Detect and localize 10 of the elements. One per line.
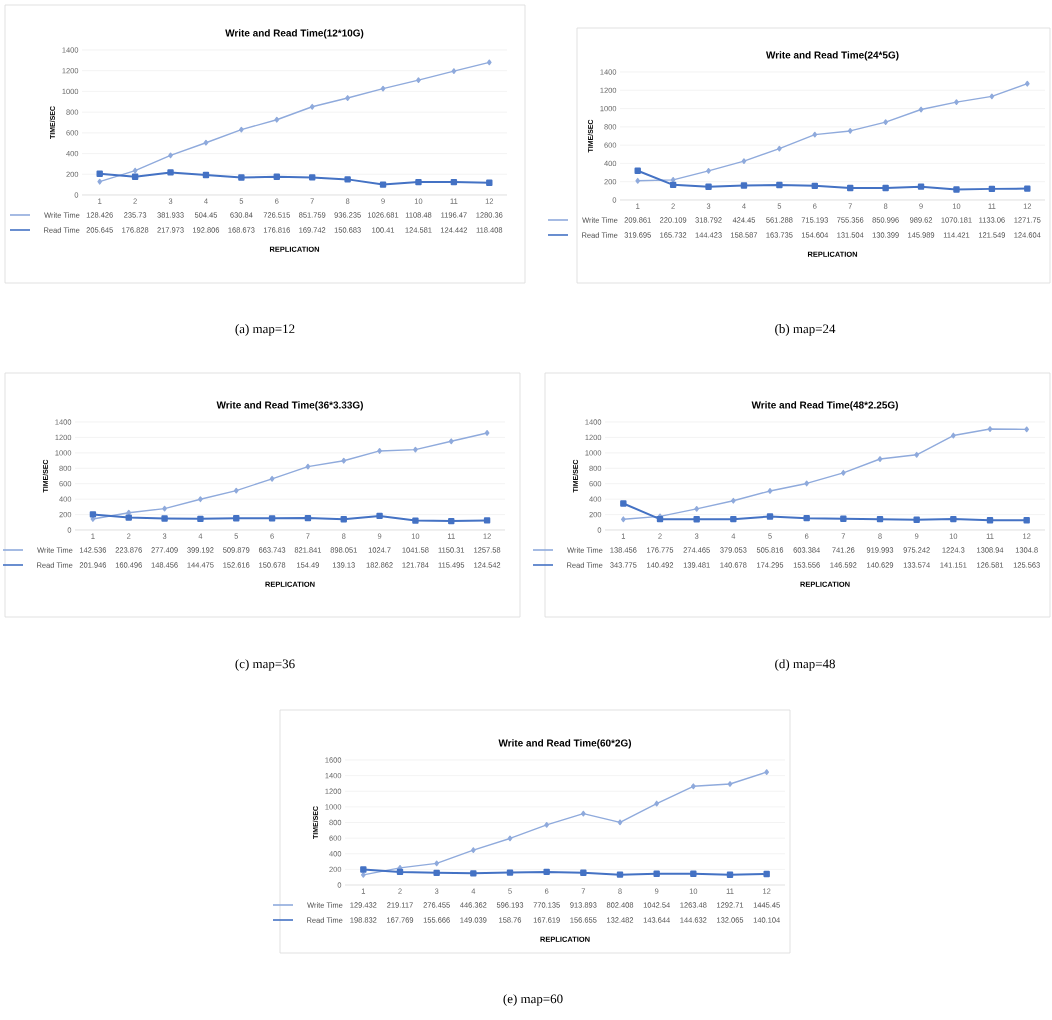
- text: (e) map=60: [503, 994, 563, 1006]
- chart-title: Write and Read Time(24*5G): [765, 51, 899, 61]
- text: (d) map=48: [775, 659, 835, 671]
- text: (a) map=12: [235, 324, 295, 336]
- text: (c) map=36: [235, 659, 295, 671]
- chart-title: Write and Read Time(60*2G): [498, 739, 632, 749]
- chart-title: Write and Read Time(48*2.25G): [751, 401, 898, 411]
- chart-title: Write and Read Time(36*3.33G): [216, 401, 363, 411]
- chart-title: Write and Read Time(12*10G): [225, 29, 364, 39]
- text: (b) map=24: [775, 324, 836, 336]
